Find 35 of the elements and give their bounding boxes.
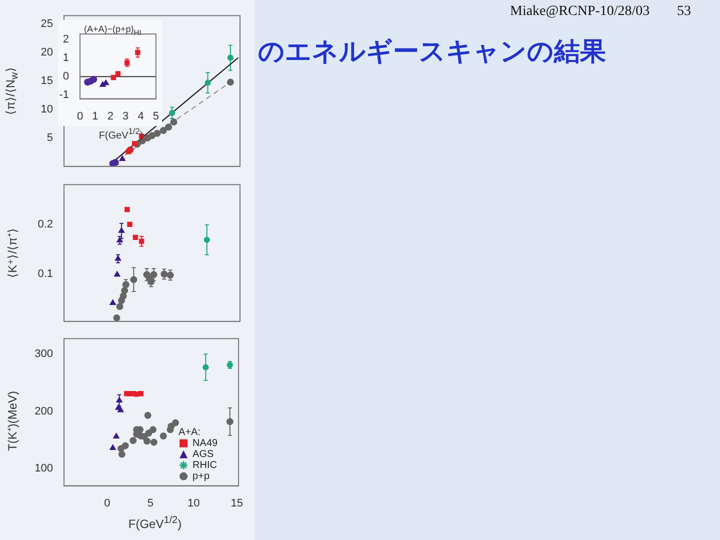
x-tick-label: 15	[230, 497, 243, 510]
legend-label: AGS	[192, 449, 214, 460]
y-tick-label: 200	[34, 405, 53, 418]
y-tick-label: 1	[62, 52, 69, 64]
x-tick-label: 2	[107, 110, 114, 122]
x-tick-label: 0	[104, 497, 110, 510]
x-tick-label: 1	[92, 110, 98, 122]
y-tick-label: 5	[46, 132, 53, 144]
x-tick-label: 3	[122, 110, 129, 122]
legend-label: p+p	[192, 471, 210, 482]
y-axis-title: T(K⁺)(MeV)	[4, 391, 20, 451]
x-axis-title: F(GeV$^{1/2}$)	[128, 515, 182, 531]
legend-title: A+A:	[178, 427, 201, 438]
y-tick-label: 0.2	[38, 218, 53, 230]
x-tick-label: 4	[138, 110, 144, 122]
y-tick-label: 15	[40, 75, 53, 88]
y-tick-label: 0.1	[38, 268, 53, 280]
x-tick-label: 5	[147, 497, 154, 510]
y-tick-label: 100	[34, 462, 53, 475]
text: のエネルギースキャンの結果	[258, 36, 606, 69]
y-tick-label: 25	[40, 18, 53, 30]
y-tick-label: 20	[40, 46, 53, 59]
x-axis-title: F(GeV$^{1/2}$)	[98, 126, 144, 142]
x-tick-label: 10	[187, 497, 200, 510]
y-tick-label: 2	[62, 34, 69, 46]
x-tick-label: 0	[76, 110, 84, 122]
y-tick-label: 0	[62, 70, 69, 83]
legend-label: RHIC	[192, 460, 218, 472]
y-tick-label: 300	[34, 348, 53, 360]
y-axis-title: ⟨K⁺⟩/⟨π⁺⟩	[4, 228, 20, 278]
text: Miake@RCNP-10/28/03	[510, 4, 650, 20]
legend-label: NA49	[192, 438, 218, 450]
x-tick-label: 5	[152, 110, 160, 122]
y-tick-label: -1	[59, 89, 69, 102]
text: 53	[677, 4, 691, 20]
